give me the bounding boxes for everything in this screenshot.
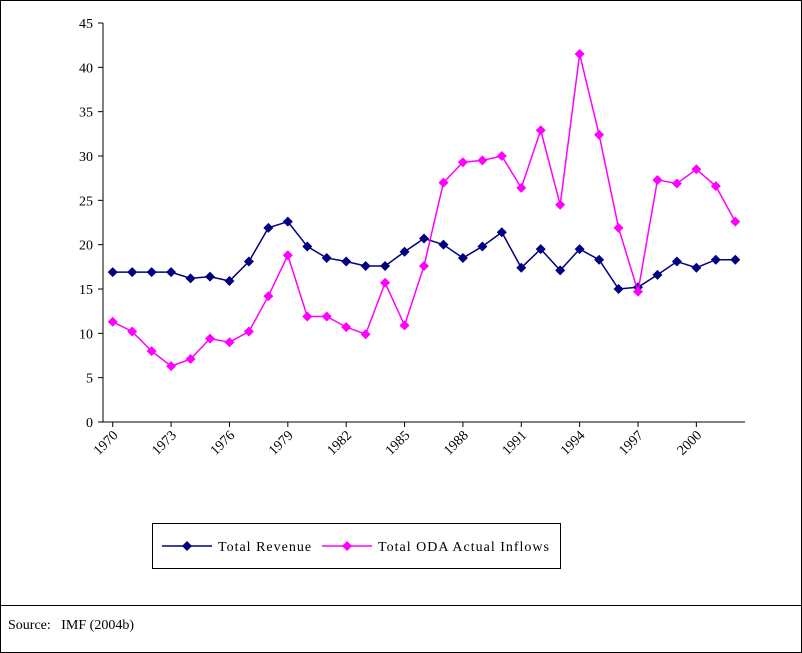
data-point bbox=[574, 244, 585, 255]
data-point bbox=[594, 129, 605, 140]
data-point bbox=[652, 174, 663, 185]
legend-label: Total ODA Actual Inflows bbox=[378, 540, 550, 555]
data-point bbox=[477, 155, 488, 166]
data-point bbox=[263, 291, 274, 302]
data-point bbox=[360, 260, 371, 271]
y-tick-label: 30 bbox=[79, 150, 93, 165]
data-point bbox=[652, 269, 663, 280]
data-point bbox=[730, 254, 741, 265]
y-tick-label: 40 bbox=[79, 61, 93, 76]
y-tick-label: 35 bbox=[79, 106, 93, 121]
data-point bbox=[710, 254, 721, 265]
data-point bbox=[710, 181, 721, 192]
data-point bbox=[205, 271, 215, 282]
data-point bbox=[496, 151, 507, 161]
data-point bbox=[438, 177, 449, 188]
data-point bbox=[399, 246, 410, 257]
data-point bbox=[282, 216, 293, 227]
y-tick-label: 20 bbox=[79, 239, 93, 254]
data-point bbox=[282, 250, 293, 261]
x-tick-label: 1994 bbox=[558, 428, 588, 458]
data-point bbox=[360, 329, 371, 340]
y-tick-label: 15 bbox=[79, 283, 93, 298]
data-point bbox=[671, 178, 682, 189]
data-point bbox=[477, 241, 488, 252]
data-point bbox=[574, 49, 585, 60]
legend-marker bbox=[182, 541, 192, 551]
data-point bbox=[321, 311, 332, 322]
x-tick-label: 1979 bbox=[266, 428, 296, 458]
x-tick-label: 1997 bbox=[616, 428, 646, 458]
data-point bbox=[691, 164, 702, 175]
data-point bbox=[107, 316, 118, 327]
x-tick-label: 2000 bbox=[675, 428, 705, 458]
data-point bbox=[146, 267, 157, 278]
x-tick-label: 1991 bbox=[500, 428, 530, 458]
data-point bbox=[185, 273, 196, 284]
data-point bbox=[438, 239, 449, 250]
data-point bbox=[243, 256, 254, 267]
data-point bbox=[613, 284, 624, 294]
y-tick-label: 45 bbox=[79, 17, 93, 32]
series-line bbox=[112, 53, 736, 367]
data-point bbox=[555, 199, 566, 210]
data-point bbox=[594, 254, 605, 265]
data-point bbox=[535, 244, 546, 255]
data-point bbox=[263, 222, 274, 233]
data-point bbox=[341, 322, 352, 333]
data-point bbox=[224, 276, 235, 287]
data-point bbox=[127, 326, 138, 337]
data-point bbox=[691, 262, 702, 273]
legend-label: Total Revenue bbox=[218, 540, 312, 555]
data-point bbox=[555, 265, 566, 276]
data-point bbox=[419, 233, 429, 244]
data-point bbox=[166, 267, 177, 278]
data-point bbox=[496, 227, 507, 238]
data-point bbox=[166, 361, 177, 372]
data-point bbox=[730, 216, 741, 227]
data-point bbox=[633, 286, 643, 297]
data-point bbox=[613, 222, 624, 233]
x-tick-label: 1982 bbox=[325, 428, 355, 458]
data-point bbox=[671, 256, 682, 267]
x-tick-label: 1976 bbox=[208, 428, 238, 458]
legend-marker bbox=[342, 541, 353, 551]
data-point bbox=[205, 333, 215, 344]
y-tick-label: 0 bbox=[86, 416, 93, 431]
data-point bbox=[224, 337, 235, 348]
series-line bbox=[112, 220, 736, 290]
data-point bbox=[380, 277, 391, 288]
data-point bbox=[185, 354, 196, 365]
data-point bbox=[516, 182, 527, 193]
x-tick-label: 1988 bbox=[441, 428, 471, 458]
data-point bbox=[127, 267, 138, 278]
data-point bbox=[321, 252, 332, 263]
data-point bbox=[399, 320, 410, 331]
y-tick-label: 5 bbox=[86, 372, 93, 387]
y-tick-label: 25 bbox=[79, 194, 93, 209]
data-point bbox=[243, 326, 254, 337]
data-point bbox=[380, 260, 391, 271]
x-tick-label: 1985 bbox=[383, 428, 413, 458]
source-note: Source: IMF (2004b) bbox=[8, 618, 134, 633]
data-point bbox=[107, 267, 118, 278]
legend: Total Revenue Total ODA Actual Inflows bbox=[152, 523, 561, 569]
data-point bbox=[457, 252, 468, 263]
data-point bbox=[535, 125, 546, 136]
data-point bbox=[146, 346, 157, 357]
x-tick-label: 1973 bbox=[150, 428, 180, 458]
data-point bbox=[302, 241, 313, 252]
data-point bbox=[341, 256, 352, 267]
data-point bbox=[302, 311, 313, 322]
y-tick-label: 10 bbox=[79, 327, 93, 342]
x-tick-label: 1970 bbox=[91, 428, 121, 458]
data-point bbox=[419, 260, 429, 271]
data-point bbox=[457, 157, 468, 168]
data-point bbox=[516, 262, 527, 273]
